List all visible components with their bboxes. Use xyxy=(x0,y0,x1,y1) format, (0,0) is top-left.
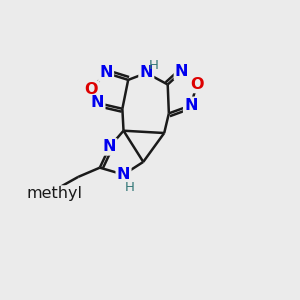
Text: N: N xyxy=(91,95,104,110)
Text: O: O xyxy=(190,77,203,92)
Text: O: O xyxy=(84,82,98,97)
Text: N: N xyxy=(117,167,130,182)
Text: H: H xyxy=(149,59,159,72)
Text: N: N xyxy=(184,98,198,113)
Text: N: N xyxy=(99,65,113,80)
Text: methyl: methyl xyxy=(27,186,83,201)
Text: H: H xyxy=(124,181,134,194)
Text: N: N xyxy=(103,140,116,154)
Text: N: N xyxy=(140,65,153,80)
Text: N: N xyxy=(175,64,188,79)
